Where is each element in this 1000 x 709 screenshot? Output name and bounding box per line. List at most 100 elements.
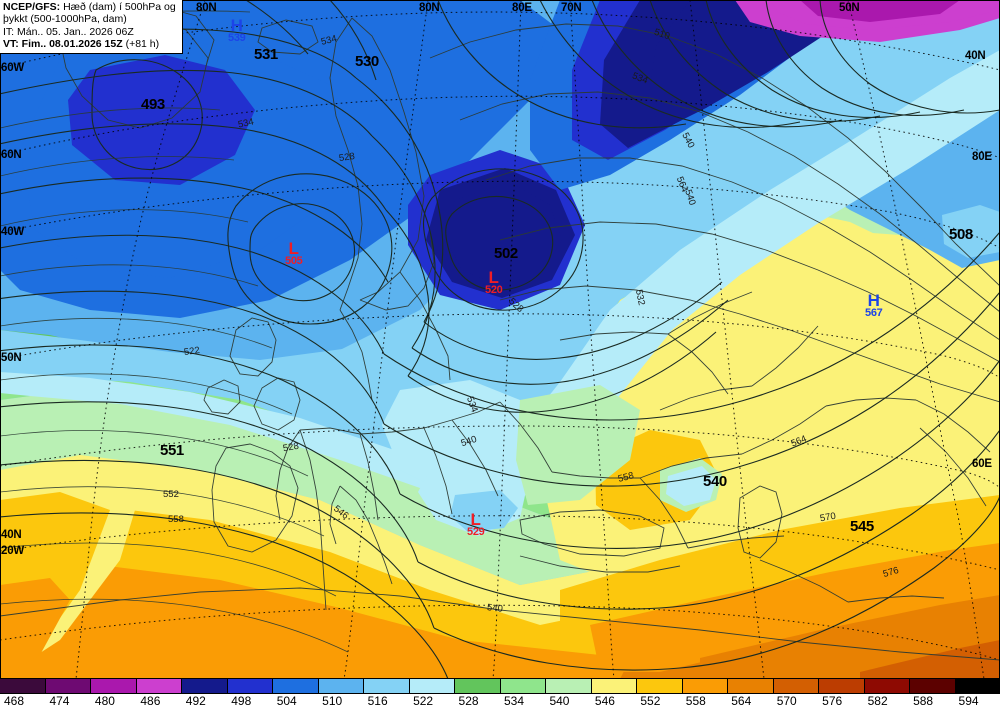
- pressure-center-high: H 567: [865, 291, 883, 319]
- colorbar-tick-588: 588: [913, 694, 934, 708]
- colorbar-swatch-576: [819, 679, 865, 693]
- geo-label-70n-top: 70N: [561, 2, 582, 14]
- height-label: 508: [949, 226, 973, 243]
- model-desc-1: Hæð (dam) í 500hPa og: [60, 1, 176, 13]
- colorbar-swatch-582: [864, 679, 910, 693]
- colorbar-tick-474: 474: [49, 694, 70, 708]
- map-canvas[interactable]: H 539 L 505 L 520 H 567 L 529 493 531 53…: [0, 0, 1000, 679]
- model-info-box: NCEP/GFS: Hæð (dam) í 500hPa og þykkt (5…: [0, 0, 183, 54]
- low-symbol: L: [470, 510, 481, 529]
- colorbar-tick-528: 528: [458, 694, 479, 708]
- colorbar-divider: [0, 693, 1000, 694]
- colorbar-tick-558: 558: [685, 694, 706, 708]
- geo-label-60n-left: 60N: [1, 149, 22, 161]
- height-label: 540: [703, 473, 727, 490]
- colorbar-swatch-504: [273, 679, 319, 693]
- height-label: 502: [494, 245, 518, 262]
- height-label: 545: [850, 518, 874, 535]
- geo-label-20w-left: 20W: [1, 545, 25, 557]
- colorbar-swatch-510: [318, 679, 364, 693]
- pressure-center-low: L 505: [285, 239, 303, 267]
- colorbar-swatch-486: [136, 679, 182, 693]
- contour-label: 558: [168, 514, 184, 525]
- high-symbol: H: [230, 16, 243, 35]
- geo-label-80e-top: 80E: [512, 2, 532, 14]
- colorbar-swatch-552: [637, 679, 683, 693]
- init-time: IT: Mán.. 05. Jan.. 2026 06Z: [3, 25, 134, 38]
- colorbar-tick-570: 570: [776, 694, 797, 708]
- pressure-center-high: H 539: [228, 16, 246, 44]
- colorbar-tick-522: 522: [413, 694, 434, 708]
- colorbar-swatch-594: [955, 679, 1000, 693]
- geo-label-80n-top-mid: 80N: [419, 2, 440, 14]
- pressure-center-low: L 529: [467, 510, 485, 538]
- contour-label: 522: [183, 344, 201, 359]
- height-label: 531: [254, 46, 278, 63]
- geo-label-60e-right: 60E: [972, 458, 992, 470]
- colorbar-tick-480: 480: [94, 694, 115, 708]
- colorbar-tick-582: 582: [867, 694, 888, 708]
- pressure-center-low: L 520: [485, 268, 503, 296]
- geo-label-80e-right: 80E: [972, 151, 992, 163]
- low-value: 529: [467, 526, 485, 538]
- colorbar-tick-546: 546: [594, 694, 615, 708]
- geo-label-50n-top: 50N: [839, 2, 860, 14]
- info-line-1: NCEP/GFS: Hæð (dam) í 500hPa og: [3, 1, 178, 13]
- colorbar-swatch-540: [546, 679, 592, 693]
- colorbar-swatches: [0, 679, 1000, 693]
- high-symbol: H: [867, 291, 880, 310]
- colorbar-swatch-468: [0, 679, 46, 693]
- geo-label-40n-right: 40N: [965, 50, 986, 62]
- height-label: 551: [160, 442, 184, 459]
- colorbar-swatch-480: [91, 679, 137, 693]
- colorbar-swatch-528: [455, 679, 501, 693]
- colorbar-tick-576: 576: [822, 694, 843, 708]
- colorbar-tick-498: 498: [231, 694, 252, 708]
- colorbar-tick-564: 564: [731, 694, 752, 708]
- geo-label-40w-left: 40W: [1, 226, 25, 238]
- info-line-4: VT: Fim.. 08.01.2026 15Z (+81 h): [3, 38, 178, 50]
- high-value: 539: [228, 32, 246, 44]
- geo-label-60w-left: 60W: [1, 62, 25, 74]
- colorbar-tick-504: 504: [276, 694, 297, 708]
- low-value: 505: [285, 255, 303, 267]
- colorbar-tick-594: 594: [958, 694, 979, 708]
- colorbar-swatch-546: [591, 679, 637, 693]
- geo-label-50n-left: 50N: [1, 352, 22, 364]
- colorbar-swatch-492: [182, 679, 228, 693]
- map-svg: [0, 0, 1000, 679]
- high-value: 567: [865, 307, 883, 319]
- colorbar-swatch-564: [728, 679, 774, 693]
- colorbar-swatch-516: [364, 679, 410, 693]
- colorbar-tick-540: 540: [549, 694, 570, 708]
- colorbar-tick-534: 534: [503, 694, 525, 708]
- height-label: 493: [141, 96, 165, 113]
- colorbar-swatch-474: [45, 679, 91, 693]
- colorbar-swatch-498: [227, 679, 273, 693]
- forecast-hour: (+81 h): [122, 38, 160, 51]
- colorbar-swatch-534: [500, 679, 546, 693]
- low-symbol: L: [488, 268, 499, 287]
- geo-label-40n-left: 40N: [1, 529, 22, 541]
- low-value: 520: [485, 284, 503, 296]
- colorbar-tick-510: 510: [322, 694, 343, 708]
- colorbar-tick-516: 516: [367, 694, 388, 708]
- colorbar-swatch-522: [409, 679, 455, 693]
- low-symbol: L: [288, 239, 299, 258]
- model-name: NCEP/GFS:: [3, 1, 61, 13]
- contour-label: 540: [486, 602, 504, 615]
- colorbar-swatch-558: [682, 679, 728, 693]
- colorbar: 468 474 480 486 492 498 504 510 516 522 528 534 540 5…: [0, 679, 1000, 709]
- contour-label: 552: [163, 489, 179, 500]
- colorbar-tick-486: 486: [140, 694, 161, 708]
- model-desc-2: þykkt (500-1000hPa, dam): [3, 13, 127, 26]
- geo-label-80n-top-left: 80N: [196, 2, 217, 14]
- height-label: 530: [355, 53, 379, 70]
- valid-time: VT: Fim.. 08.01.2026 15Z: [3, 38, 123, 51]
- colorbar-tick-492: 492: [185, 694, 206, 708]
- colorbar-swatch-570: [773, 679, 819, 693]
- colorbar-swatch-588: [910, 679, 956, 693]
- contour-label: 528: [338, 150, 356, 165]
- colorbar-ticks: 468 474 480 486 492 498 504 510 516 522 528 534 540 5…: [0, 694, 1000, 709]
